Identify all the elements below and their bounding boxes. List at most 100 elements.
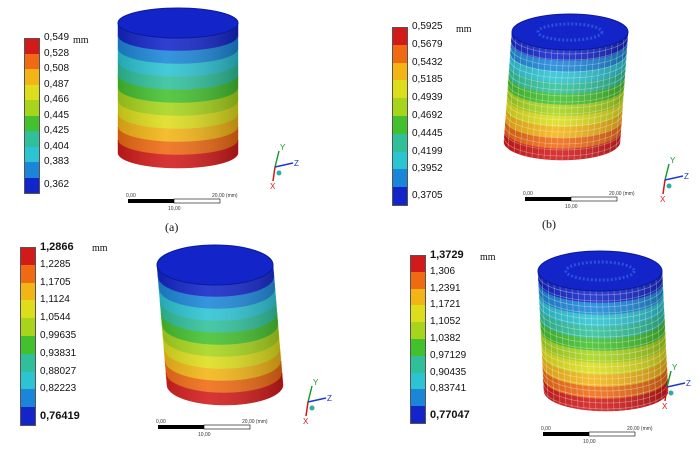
lattice-line [509,65,626,85]
panel-b: 0,5925 0,5679 0,5432 0,5185 0,4939 0,4692 0,44… [350,0,700,231]
legend-swatch [24,38,40,55]
lattice-line [506,95,624,115]
lattice-line [509,59,627,79]
scale-left-label: 0,00 [523,191,533,197]
lattice-line [541,352,667,374]
legend-swatch [410,355,426,373]
cylinder-a [117,7,239,169]
cylinder-d [537,250,669,412]
lattice-line [595,290,603,411]
lattice-line [555,49,565,160]
scale-bar-a: 0,00 20,00 (mm) 10,00 [126,193,238,212]
lattice-line [583,290,591,411]
lattice-line [543,49,553,160]
axis-y-label: Y [670,156,676,165]
legend-label: 0,99635 [40,330,77,341]
legend-label: 0,528 [44,47,70,59]
legend-swatch [392,151,408,170]
axis-z-label: Z [686,379,691,388]
legend-unit-d: mm [480,252,496,263]
lattice-line [539,316,665,338]
legend-swatch [410,372,426,390]
lattice-line [609,42,619,153]
lattice-line [537,48,547,159]
legend-label: 1,1052 [430,316,461,328]
axis-z-label: Z [327,394,332,403]
legend-swatch [20,353,36,372]
scale-bar-black [543,432,589,436]
axis-z-line [274,162,294,168]
scale-bar-white [570,196,618,202]
axis-y-line [664,163,670,181]
lattice-line [571,288,579,409]
lattice-line [591,47,601,158]
legend-label: 0,5679 [412,38,443,50]
lattice-line [507,83,625,103]
axis-x-line [662,179,666,195]
cylinder-c [156,244,284,406]
lattice-line [508,77,626,97]
legend-label: 1,1721 [430,299,461,311]
legend-label: 1,3729 [430,249,464,261]
legend-swatch [20,264,36,283]
lattice-line [503,137,621,157]
legend-label: 0,93831 [40,347,77,359]
legend-label: 0,88027 [40,365,77,377]
legend-swatch [392,116,408,134]
legend-label: 0,549 [44,32,70,43]
legend-swatch [20,407,36,426]
legend-swatch [392,133,408,152]
axis-triad-a: YZ X [270,143,299,191]
legend-swatch [24,100,40,116]
lattice-line [547,281,555,402]
lattice-line [565,287,573,408]
scale-right-label: 20,00 (mm) [627,426,653,432]
lattice-line [511,35,629,55]
legend-swatch [20,336,36,354]
axis-z-line [666,382,686,388]
legend-swatch [410,389,426,407]
legend-swatch [24,115,40,131]
legend-label: 0,362 [44,179,70,191]
lattice-line [543,388,669,410]
legend-label: 0,445 [44,109,70,121]
lattice-line [537,274,663,296]
scale-bar-b: 0,00 20,00 (mm) 10,00 [523,191,635,210]
axis-z-line [307,397,327,403]
legend-swatch [20,318,36,336]
scale-left-label: 0,00 [156,419,166,425]
legend-swatch [392,44,408,63]
legend-swatch [20,371,36,390]
lattice-line [542,358,667,380]
scale-right-label: 20,00 (mm) [242,419,268,425]
cylinder-shade [538,271,668,411]
legend-swatch [24,53,40,69]
legend-unit-b: mm [456,24,472,35]
legend-swatch [392,80,408,99]
lattice-line [519,44,529,155]
lattice-line [619,289,627,410]
legend-label: 0,90435 [430,366,467,378]
axis-z-label: Z [294,159,299,168]
lattice-line [643,285,651,406]
lattice-line [603,44,613,155]
lattice-line [589,290,597,411]
lattice-line [540,334,666,356]
lattice-line [531,47,541,158]
scale-left-label: 0,00 [541,426,551,432]
legend-swatch [392,62,408,81]
lattice-hole [564,260,636,282]
lattice-line [577,289,585,410]
lattice-line [508,71,626,91]
axis-y-line [666,370,672,388]
legend-swatch [410,322,426,339]
cylinder-shade [157,265,283,405]
scale-bar-black [128,199,174,203]
legend-swatch [410,288,426,306]
axis-x-line [272,166,276,182]
legend-label: 0,4199 [412,145,443,157]
legend-label: 0,4692 [412,110,443,121]
scale-bar-white [588,431,636,437]
axis-x-label: X [662,402,668,411]
lattice-line [615,38,625,149]
